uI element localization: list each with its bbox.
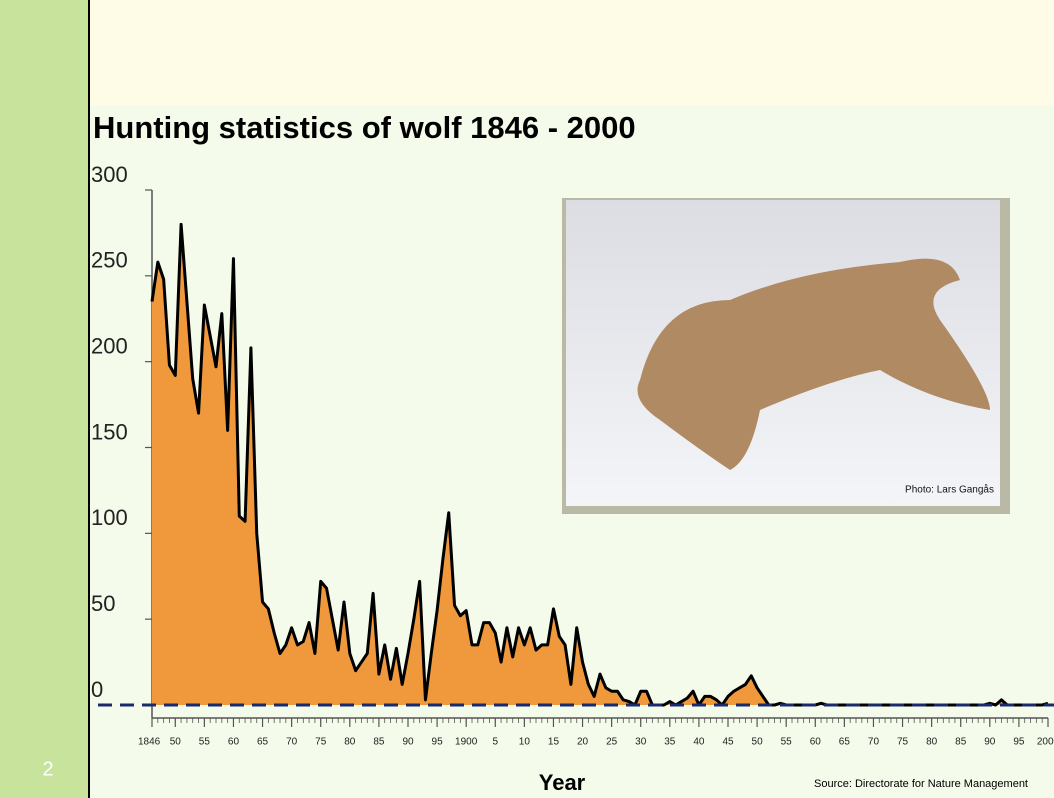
x-tick-label: 45 bbox=[722, 737, 734, 748]
x-tick-label: 80 bbox=[926, 737, 938, 748]
slide-number: 2 bbox=[42, 758, 53, 780]
photo-credit: Photo: Lars Gangås bbox=[905, 484, 994, 496]
x-tick-label: 35 bbox=[664, 737, 676, 748]
photo: Photo: Lars Gangås bbox=[562, 198, 1010, 514]
x-tick-label: 25 bbox=[606, 737, 618, 748]
y-tick-label: 300 bbox=[91, 162, 128, 187]
x-tick-label: 50 bbox=[170, 737, 182, 748]
x-tick-label: 70 bbox=[286, 737, 298, 748]
x-tick-label: 85 bbox=[373, 737, 385, 748]
chart-title: Hunting statistics of wolf 1846 - 2000 bbox=[93, 110, 636, 145]
x-tick-label: 95 bbox=[1013, 737, 1025, 748]
x-tick-label: 90 bbox=[984, 737, 996, 748]
y-tick-label: 250 bbox=[91, 248, 128, 273]
y-tick-label: 0 bbox=[91, 677, 103, 702]
x-tick-label: 90 bbox=[402, 737, 414, 748]
y-tick-label: 100 bbox=[91, 505, 128, 530]
x-tick-label: 70 bbox=[868, 737, 880, 748]
x-tick-label: 75 bbox=[897, 737, 909, 748]
x-tick-label: 95 bbox=[432, 737, 444, 748]
y-tick-label: 50 bbox=[91, 591, 115, 616]
x-tick-label: 40 bbox=[693, 737, 705, 748]
x-tick-label: 60 bbox=[810, 737, 822, 748]
source-note: Source: Directorate for Nature Managemen… bbox=[814, 778, 1028, 790]
x-tick-label: 10 bbox=[519, 737, 531, 748]
x-tick-label: 65 bbox=[839, 737, 851, 748]
x-tick-label: 1846 bbox=[138, 737, 161, 748]
x-axis-label: Year bbox=[539, 770, 586, 795]
slide: 2 Hunting statistics of wolf 1846 - 2000… bbox=[0, 0, 1054, 798]
x-tick-label: 55 bbox=[199, 737, 211, 748]
x-tick-label: 75 bbox=[315, 737, 327, 748]
x-tick-label: 1900 bbox=[455, 737, 478, 748]
x-tick-label: 60 bbox=[228, 737, 240, 748]
x-tick-label: 65 bbox=[257, 737, 269, 748]
x-tick-label: 20 bbox=[577, 737, 589, 748]
x-tick-label: 2000 bbox=[1037, 737, 1054, 748]
x-tick-label: 85 bbox=[955, 737, 967, 748]
y-tick-label: 200 bbox=[91, 333, 128, 358]
side-strip bbox=[0, 0, 88, 798]
x-tick-label: 80 bbox=[344, 737, 356, 748]
x-tick-label: 55 bbox=[781, 737, 793, 748]
x-tick-label: 30 bbox=[635, 737, 647, 748]
x-tick-label: 50 bbox=[752, 737, 764, 748]
x-tick-label: 5 bbox=[492, 737, 498, 748]
x-tick-label: 15 bbox=[548, 737, 560, 748]
y-tick-label: 150 bbox=[91, 419, 128, 444]
